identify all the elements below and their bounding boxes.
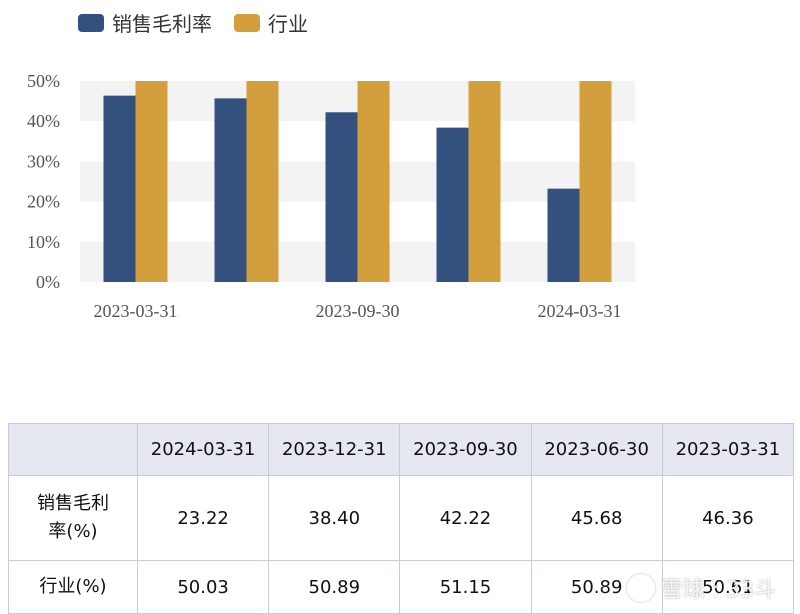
row-label-line: 率(%)	[48, 521, 98, 542]
watermark: 雪球 : 33斗	[626, 572, 776, 604]
bar-gross-margin-2023-03-31[interactable]	[103, 95, 136, 282]
table-cell: 50.03	[136, 560, 270, 614]
table-header-cell: 2024-03-31	[136, 423, 270, 476]
legend-label-gross-margin: 销售毛利率	[112, 12, 212, 36]
legend-item-industry[interactable]: 行业	[234, 8, 308, 37]
legend-item-gross-margin[interactable]: 销售毛利率	[78, 8, 212, 37]
x-tick-label: 2024-03-31	[538, 301, 622, 321]
table-cell: 38.40	[268, 475, 401, 561]
table-row-gross-margin: 销售毛利率(%) 23.22 38.40 42.22 45.68 46.36	[8, 475, 795, 561]
table-header-row: 2024-03-31 2023-12-31 2023-09-30 2023-06…	[8, 423, 795, 476]
bar-industry-2023-03-31[interactable]	[135, 81, 168, 282]
bars	[103, 81, 612, 283]
watermark-text: 雪球 : 33斗	[660, 578, 776, 603]
table-header-cell: 2023-09-30	[399, 423, 532, 476]
y-tick-label: 20%	[27, 192, 60, 212]
legend-swatch-industry	[234, 13, 260, 32]
bar-industry-2023-09-30[interactable]	[357, 81, 390, 282]
table-cell: 45.68	[530, 475, 663, 561]
bar-gross-margin-2023-06-30[interactable]	[214, 98, 247, 283]
bar-gross-margin-2023-12-31[interactable]	[436, 127, 469, 282]
row-label-line: 销售毛利	[37, 493, 109, 514]
table-cell: 51.15	[399, 560, 532, 614]
x-axis-ticks: 2023-03-31 2023-09-30 2024-03-31	[94, 301, 622, 321]
y-tick-label: 10%	[27, 232, 60, 252]
row-label-gross-margin: 销售毛利率(%)	[8, 475, 138, 561]
bar-chart: 50%40%30%20%10%0% 2023-03-31 2023-09-30 20…	[27, 71, 635, 321]
bar-industry-2023-12-31[interactable]	[468, 81, 501, 282]
table-cell: 23.22	[136, 475, 270, 561]
y-tick-label: 30%	[27, 151, 60, 171]
table-header-cell: 2023-12-31	[268, 423, 401, 476]
bar-gross-margin-2024-03-31[interactable]	[547, 188, 580, 282]
table-header-cell: 2023-03-31	[661, 423, 795, 476]
x-tick-label: 2023-03-31	[94, 301, 178, 321]
table-cell: 46.36	[661, 475, 795, 561]
data-table: 2024-03-31 2023-12-31 2023-09-30 2023-06…	[8, 423, 795, 614]
bar-industry-2024-03-31[interactable]	[579, 81, 612, 282]
chart-area: 销售毛利率 行业 50% 40% 30% 20% 10% 0% 2023-03-31 202…	[27, 8, 635, 321]
y-axis-ticks: 50% 40% 30% 20% 10% 0%	[27, 71, 60, 292]
bar-industry-2023-06-30[interactable]	[246, 81, 279, 282]
bar-gross-margin-2023-09-30[interactable]	[325, 112, 358, 282]
legend-swatch-gross-margin	[78, 13, 104, 32]
x-tick-label: 2023-09-30	[316, 301, 400, 321]
snowball-logo-icon	[626, 574, 655, 602]
y-tick-label: 0%	[36, 272, 60, 292]
legend-label-industry: 行业	[268, 12, 308, 36]
y-tick-label: 50%	[27, 71, 60, 91]
table-cell: 42.22	[399, 475, 532, 561]
y-tick-label: 40%	[27, 111, 60, 131]
table-header-corner	[8, 423, 138, 476]
legend: 销售毛利率 行业	[78, 8, 330, 37]
table-header-cell: 2023-06-30	[530, 423, 663, 476]
row-label-industry: 行业(%)	[8, 560, 138, 614]
table-row-industry: 行业(%) 50.03 50.89 51.15 50.89 50.61	[8, 560, 795, 614]
table-cell: 50.89	[268, 560, 401, 614]
